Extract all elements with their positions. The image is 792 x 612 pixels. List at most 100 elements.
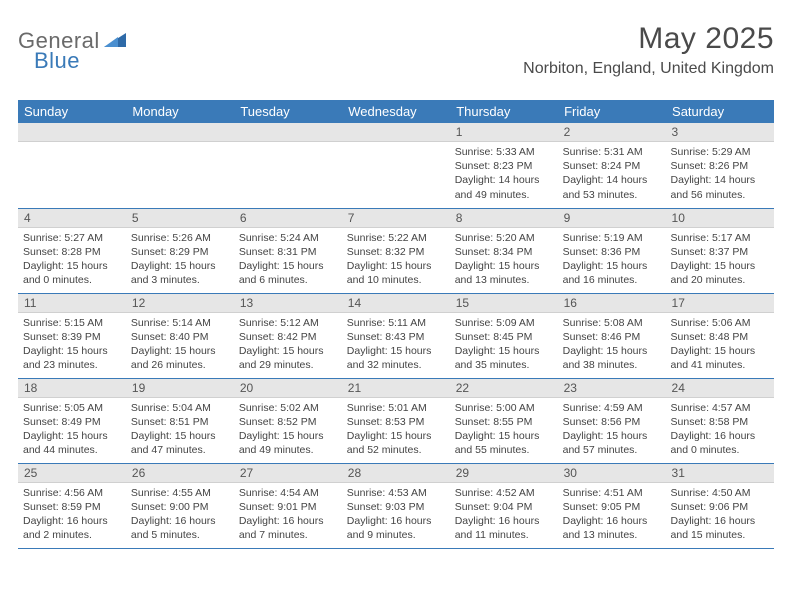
day-details: Sunrise: 4:55 AMSunset: 9:00 PMDaylight:… [126, 483, 234, 546]
day-number: 16 [558, 294, 666, 313]
day-cell: 21Sunrise: 5:01 AMSunset: 8:53 PMDayligh… [342, 378, 450, 463]
day-cell: 30Sunrise: 4:51 AMSunset: 9:05 PMDayligh… [558, 463, 666, 548]
day-number: 3 [666, 123, 774, 142]
day-details: Sunrise: 5:04 AMSunset: 8:51 PMDaylight:… [126, 398, 234, 461]
day-cell: 12Sunrise: 5:14 AMSunset: 8:40 PMDayligh… [126, 293, 234, 378]
day-number: 6 [234, 209, 342, 228]
day-number: 13 [234, 294, 342, 313]
day-details: Sunrise: 4:54 AMSunset: 9:01 PMDaylight:… [234, 483, 342, 546]
calendar-head: SundayMondayTuesdayWednesdayThursdayFrid… [18, 100, 774, 123]
day-number: 1 [450, 123, 558, 142]
dayhead-thursday: Thursday [450, 100, 558, 123]
day-cell: 15Sunrise: 5:09 AMSunset: 8:45 PMDayligh… [450, 293, 558, 378]
day-details: Sunrise: 5:22 AMSunset: 8:32 PMDaylight:… [342, 228, 450, 291]
day-cell: 25Sunrise: 4:56 AMSunset: 8:59 PMDayligh… [18, 463, 126, 548]
month-title: May 2025 [523, 22, 774, 56]
logo-blue-word: Blue [34, 48, 80, 74]
day-number: 11 [18, 294, 126, 313]
day-cell: 14Sunrise: 5:11 AMSunset: 8:43 PMDayligh… [342, 293, 450, 378]
week-row: 25Sunrise: 4:56 AMSunset: 8:59 PMDayligh… [18, 463, 774, 548]
day-number: 7 [342, 209, 450, 228]
day-details: Sunrise: 5:19 AMSunset: 8:36 PMDaylight:… [558, 228, 666, 291]
day-cell: 4Sunrise: 5:27 AMSunset: 8:28 PMDaylight… [18, 208, 126, 293]
day-details: Sunrise: 5:09 AMSunset: 8:45 PMDaylight:… [450, 313, 558, 376]
dayhead-tuesday: Tuesday [234, 100, 342, 123]
day-details: Sunrise: 4:52 AMSunset: 9:04 PMDaylight:… [450, 483, 558, 546]
day-number: 17 [666, 294, 774, 313]
day-cell: 24Sunrise: 4:57 AMSunset: 8:58 PMDayligh… [666, 378, 774, 463]
dayhead-sunday: Sunday [18, 100, 126, 123]
day-number: 8 [450, 209, 558, 228]
title-block: May 2025 Norbiton, England, United Kingd… [523, 22, 774, 78]
calendar-body: 1Sunrise: 5:33 AMSunset: 8:23 PMDaylight… [18, 123, 774, 548]
day-cell: 13Sunrise: 5:12 AMSunset: 8:42 PMDayligh… [234, 293, 342, 378]
day-cell: 26Sunrise: 4:55 AMSunset: 9:00 PMDayligh… [126, 463, 234, 548]
day-details: Sunrise: 5:02 AMSunset: 8:52 PMDaylight:… [234, 398, 342, 461]
day-cell: 22Sunrise: 5:00 AMSunset: 8:55 PMDayligh… [450, 378, 558, 463]
day-cell: 19Sunrise: 5:04 AMSunset: 8:51 PMDayligh… [126, 378, 234, 463]
dayhead-monday: Monday [126, 100, 234, 123]
calendar-table: SundayMondayTuesdayWednesdayThursdayFrid… [18, 100, 774, 549]
week-row: 11Sunrise: 5:15 AMSunset: 8:39 PMDayligh… [18, 293, 774, 378]
day-details: Sunrise: 5:17 AMSunset: 8:37 PMDaylight:… [666, 228, 774, 291]
day-details: Sunrise: 5:14 AMSunset: 8:40 PMDaylight:… [126, 313, 234, 376]
day-number: 21 [342, 379, 450, 398]
day-details: Sunrise: 4:57 AMSunset: 8:58 PMDaylight:… [666, 398, 774, 461]
day-number: 25 [18, 464, 126, 483]
day-cell: 18Sunrise: 5:05 AMSunset: 8:49 PMDayligh… [18, 378, 126, 463]
day-number [126, 123, 234, 142]
day-number: 31 [666, 464, 774, 483]
day-cell [342, 123, 450, 208]
day-cell: 20Sunrise: 5:02 AMSunset: 8:52 PMDayligh… [234, 378, 342, 463]
dayhead-saturday: Saturday [666, 100, 774, 123]
day-cell: 23Sunrise: 4:59 AMSunset: 8:56 PMDayligh… [558, 378, 666, 463]
day-number: 9 [558, 209, 666, 228]
day-details: Sunrise: 5:20 AMSunset: 8:34 PMDaylight:… [450, 228, 558, 291]
day-details: Sunrise: 5:26 AMSunset: 8:29 PMDaylight:… [126, 228, 234, 291]
day-number: 5 [126, 209, 234, 228]
day-number: 2 [558, 123, 666, 142]
day-cell: 1Sunrise: 5:33 AMSunset: 8:23 PMDaylight… [450, 123, 558, 208]
day-cell: 2Sunrise: 5:31 AMSunset: 8:24 PMDaylight… [558, 123, 666, 208]
day-cell [234, 123, 342, 208]
day-cell: 16Sunrise: 5:08 AMSunset: 8:46 PMDayligh… [558, 293, 666, 378]
day-cell: 7Sunrise: 5:22 AMSunset: 8:32 PMDaylight… [342, 208, 450, 293]
day-number: 20 [234, 379, 342, 398]
day-details: Sunrise: 5:33 AMSunset: 8:23 PMDaylight:… [450, 142, 558, 205]
day-details: Sunrise: 5:29 AMSunset: 8:26 PMDaylight:… [666, 142, 774, 205]
day-details: Sunrise: 4:56 AMSunset: 8:59 PMDaylight:… [18, 483, 126, 546]
day-number: 18 [18, 379, 126, 398]
day-number: 10 [666, 209, 774, 228]
day-details: Sunrise: 5:01 AMSunset: 8:53 PMDaylight:… [342, 398, 450, 461]
day-details: Sunrise: 5:15 AMSunset: 8:39 PMDaylight:… [18, 313, 126, 376]
day-details: Sunrise: 5:11 AMSunset: 8:43 PMDaylight:… [342, 313, 450, 376]
location-text: Norbiton, England, United Kingdom [523, 60, 774, 78]
day-cell: 11Sunrise: 5:15 AMSunset: 8:39 PMDayligh… [18, 293, 126, 378]
day-number: 28 [342, 464, 450, 483]
day-details: Sunrise: 5:00 AMSunset: 8:55 PMDaylight:… [450, 398, 558, 461]
day-number [342, 123, 450, 142]
day-cell [126, 123, 234, 208]
day-cell: 6Sunrise: 5:24 AMSunset: 8:31 PMDaylight… [234, 208, 342, 293]
day-number: 30 [558, 464, 666, 483]
day-details: Sunrise: 5:31 AMSunset: 8:24 PMDaylight:… [558, 142, 666, 205]
day-number: 15 [450, 294, 558, 313]
day-details: Sunrise: 4:53 AMSunset: 9:03 PMDaylight:… [342, 483, 450, 546]
day-cell: 28Sunrise: 4:53 AMSunset: 9:03 PMDayligh… [342, 463, 450, 548]
day-number: 27 [234, 464, 342, 483]
dayhead-friday: Friday [558, 100, 666, 123]
day-cell: 31Sunrise: 4:50 AMSunset: 9:06 PMDayligh… [666, 463, 774, 548]
day-details: Sunrise: 5:12 AMSunset: 8:42 PMDaylight:… [234, 313, 342, 376]
day-cell: 29Sunrise: 4:52 AMSunset: 9:04 PMDayligh… [450, 463, 558, 548]
day-details: Sunrise: 4:50 AMSunset: 9:06 PMDaylight:… [666, 483, 774, 546]
day-number [234, 123, 342, 142]
day-cell: 27Sunrise: 4:54 AMSunset: 9:01 PMDayligh… [234, 463, 342, 548]
day-cell: 17Sunrise: 5:06 AMSunset: 8:48 PMDayligh… [666, 293, 774, 378]
day-cell: 5Sunrise: 5:26 AMSunset: 8:29 PMDaylight… [126, 208, 234, 293]
day-number: 4 [18, 209, 126, 228]
day-details: Sunrise: 5:06 AMSunset: 8:48 PMDaylight:… [666, 313, 774, 376]
day-details: Sunrise: 5:05 AMSunset: 8:49 PMDaylight:… [18, 398, 126, 461]
day-cell: 10Sunrise: 5:17 AMSunset: 8:37 PMDayligh… [666, 208, 774, 293]
day-details: Sunrise: 5:27 AMSunset: 8:28 PMDaylight:… [18, 228, 126, 291]
day-details: Sunrise: 4:51 AMSunset: 9:05 PMDaylight:… [558, 483, 666, 546]
